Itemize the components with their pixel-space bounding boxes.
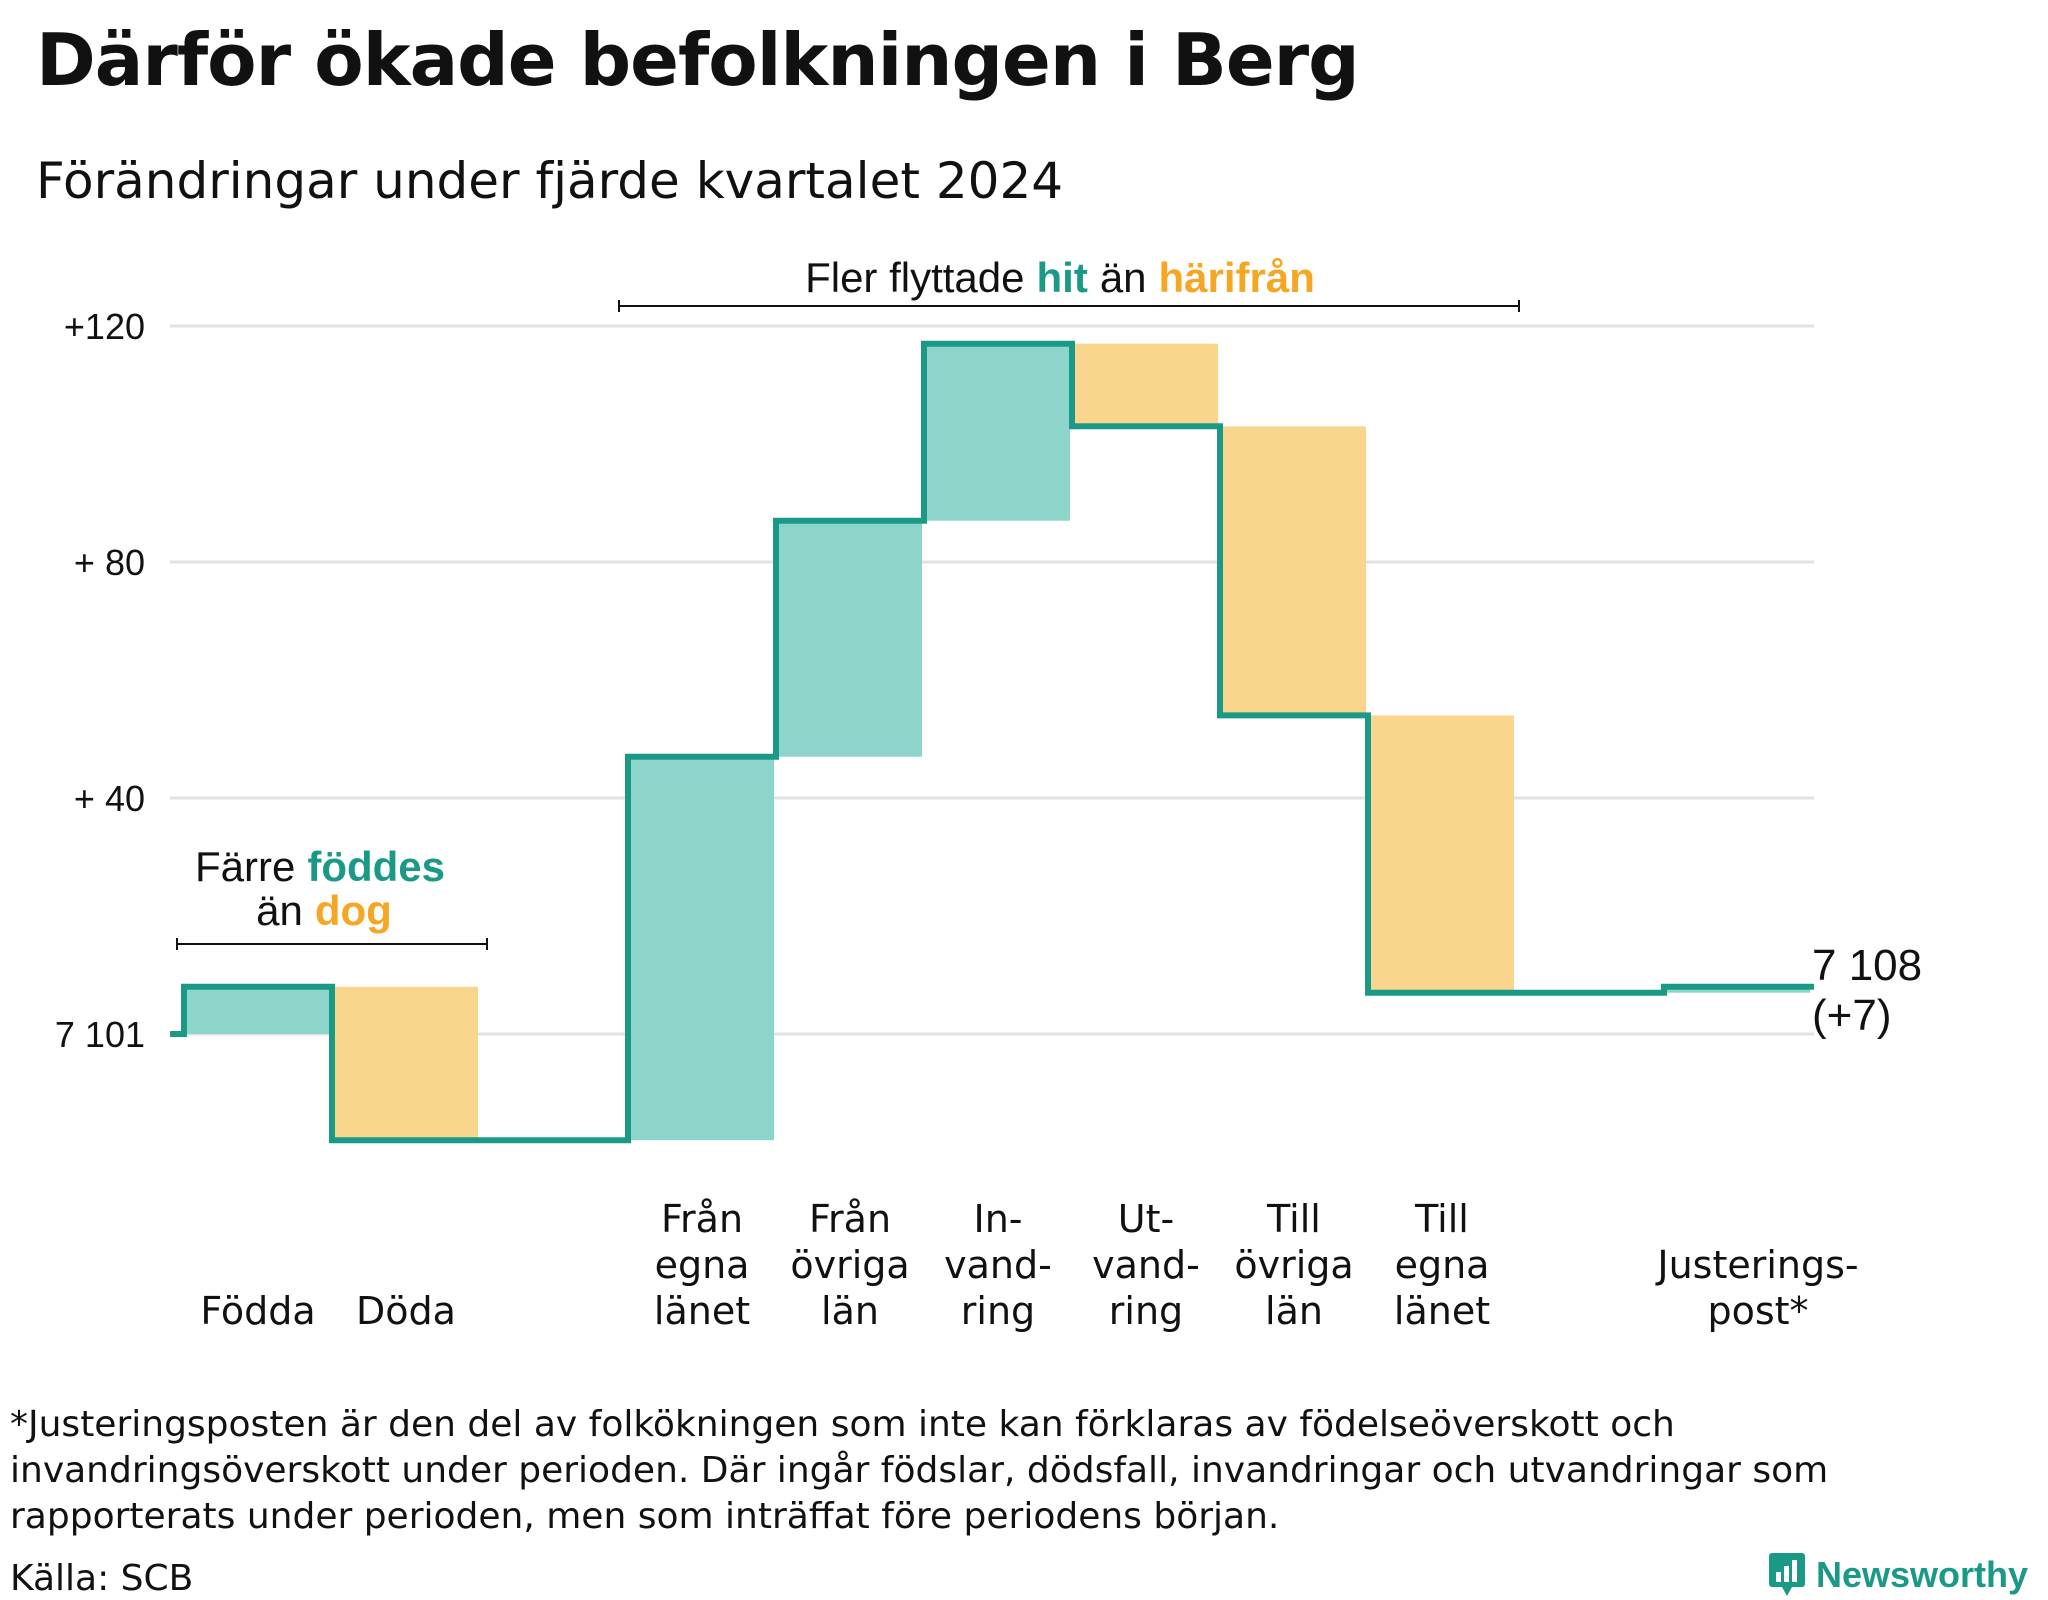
end-value-label: 7 108 (+7) <box>1812 941 1922 1040</box>
births-annotation-in: föddes <box>307 843 445 890</box>
category-label-1: Döda <box>356 1289 456 1333</box>
category-label-7-line-2: län <box>1265 1289 1323 1333</box>
category-label-6: Ut-vand-ring <box>1092 1197 1200 1333</box>
category-label-10-line-1: post* <box>1707 1289 1808 1333</box>
category-label-8-line-1: egna <box>1395 1243 1490 1287</box>
annotations: Fler flyttade hit än härifrån Färre föddes ä… <box>176 254 1520 950</box>
category-label-5-line-2: ring <box>961 1289 1035 1333</box>
chart-subtitle: Förändringar under fjärde kvartalet 2024 <box>36 152 1064 210</box>
cumulative-step-line <box>170 340 1814 1144</box>
y-tick-label-2: + 40 <box>74 778 145 819</box>
births-annotation-line1: Färre föddes <box>195 843 445 890</box>
bar-3 <box>628 756 774 1141</box>
brand-name: Newsworthy <box>1816 1554 2029 1595</box>
category-label-3-line-2: länet <box>654 1289 750 1333</box>
end-value: 7 108 <box>1812 941 1922 990</box>
y-tick-label-3: 7 101 <box>55 1014 145 1055</box>
category-label-5-line-1: vand- <box>944 1243 1052 1287</box>
category-label-3-line-1: egna <box>655 1243 750 1287</box>
category-label-10-line-0: Justerings- <box>1655 1243 1858 1287</box>
category-label-6-line-0: Ut- <box>1118 1197 1174 1241</box>
category-label-8-line-2: länet <box>1394 1289 1490 1333</box>
footnote: *Justeringsposten är den del av folkökni… <box>10 1404 1829 1537</box>
category-label-8: Till egna länet <box>1394 1197 1490 1333</box>
y-axis-ticks: +120 + 80 + 40 7 101 <box>55 306 145 1055</box>
category-label-5-line-0: In- <box>973 1197 1022 1241</box>
category-label-7: Till övriga län <box>1234 1197 1353 1333</box>
category-label-7-line-1: övriga <box>1234 1243 1353 1287</box>
migration-annotation-out: härifrån <box>1159 254 1315 301</box>
bar-4 <box>776 520 922 757</box>
migration-bracket <box>618 300 1520 312</box>
category-label-0: Födda <box>200 1289 315 1333</box>
births-bracket <box>176 938 488 950</box>
bar-7 <box>1220 426 1366 716</box>
bar-6 <box>1072 343 1218 427</box>
category-label-1-line-0: Döda <box>356 1289 456 1333</box>
brand-logo: Newsworthy <box>1768 1552 2028 1598</box>
category-label-4-line-2: län <box>821 1289 879 1333</box>
category-label-7-line-0: Till <box>1266 1197 1321 1241</box>
category-label-10: Justerings-post* <box>1655 1243 1858 1333</box>
category-label-3: Från egna länet <box>654 1197 750 1333</box>
end-change: (+7) <box>1812 991 1891 1040</box>
category-label-4-line-0: Från <box>809 1197 891 1241</box>
category-label-5: In-vand-ring <box>944 1197 1052 1333</box>
births-annotation-out: dog <box>315 887 392 934</box>
category-label-3-line-0: Från <box>661 1197 743 1241</box>
chart-title: Därför ökade befolkningen i Berg <box>36 18 1360 102</box>
migration-annotation: Fler flyttade hit än härifrån <box>805 254 1315 301</box>
bar-8 <box>1368 715 1514 993</box>
births-annotation-mid: än <box>256 887 303 934</box>
change-bars <box>184 343 1810 1141</box>
category-label-8-line-0: Till <box>1414 1197 1469 1241</box>
y-tick-label-1: + 80 <box>74 542 145 583</box>
bar-1 <box>332 986 478 1141</box>
newsworthy-logo-icon <box>1769 1553 1805 1596</box>
source-credit: Källa: SCB <box>10 1558 194 1599</box>
cumulative-line <box>170 340 1814 1144</box>
category-label-4-line-1: övriga <box>790 1243 909 1287</box>
category-label-4: Från övriga län <box>790 1197 909 1333</box>
migration-annotation-prefix: Fler flyttade <box>805 254 1024 301</box>
category-label-6-line-2: ring <box>1109 1289 1183 1333</box>
migration-annotation-in: hit <box>1037 254 1088 301</box>
y-tick-label-0: +120 <box>64 306 145 347</box>
category-label-0-line-0: Födda <box>200 1289 315 1333</box>
births-annotation-line2: än dog <box>256 887 392 934</box>
category-label-6-line-1: vand- <box>1092 1243 1200 1287</box>
births-annotation-prefix: Färre <box>195 843 295 890</box>
migration-annotation-mid: än <box>1100 254 1147 301</box>
bar-0 <box>184 986 330 1034</box>
bar-5 <box>924 343 1070 521</box>
